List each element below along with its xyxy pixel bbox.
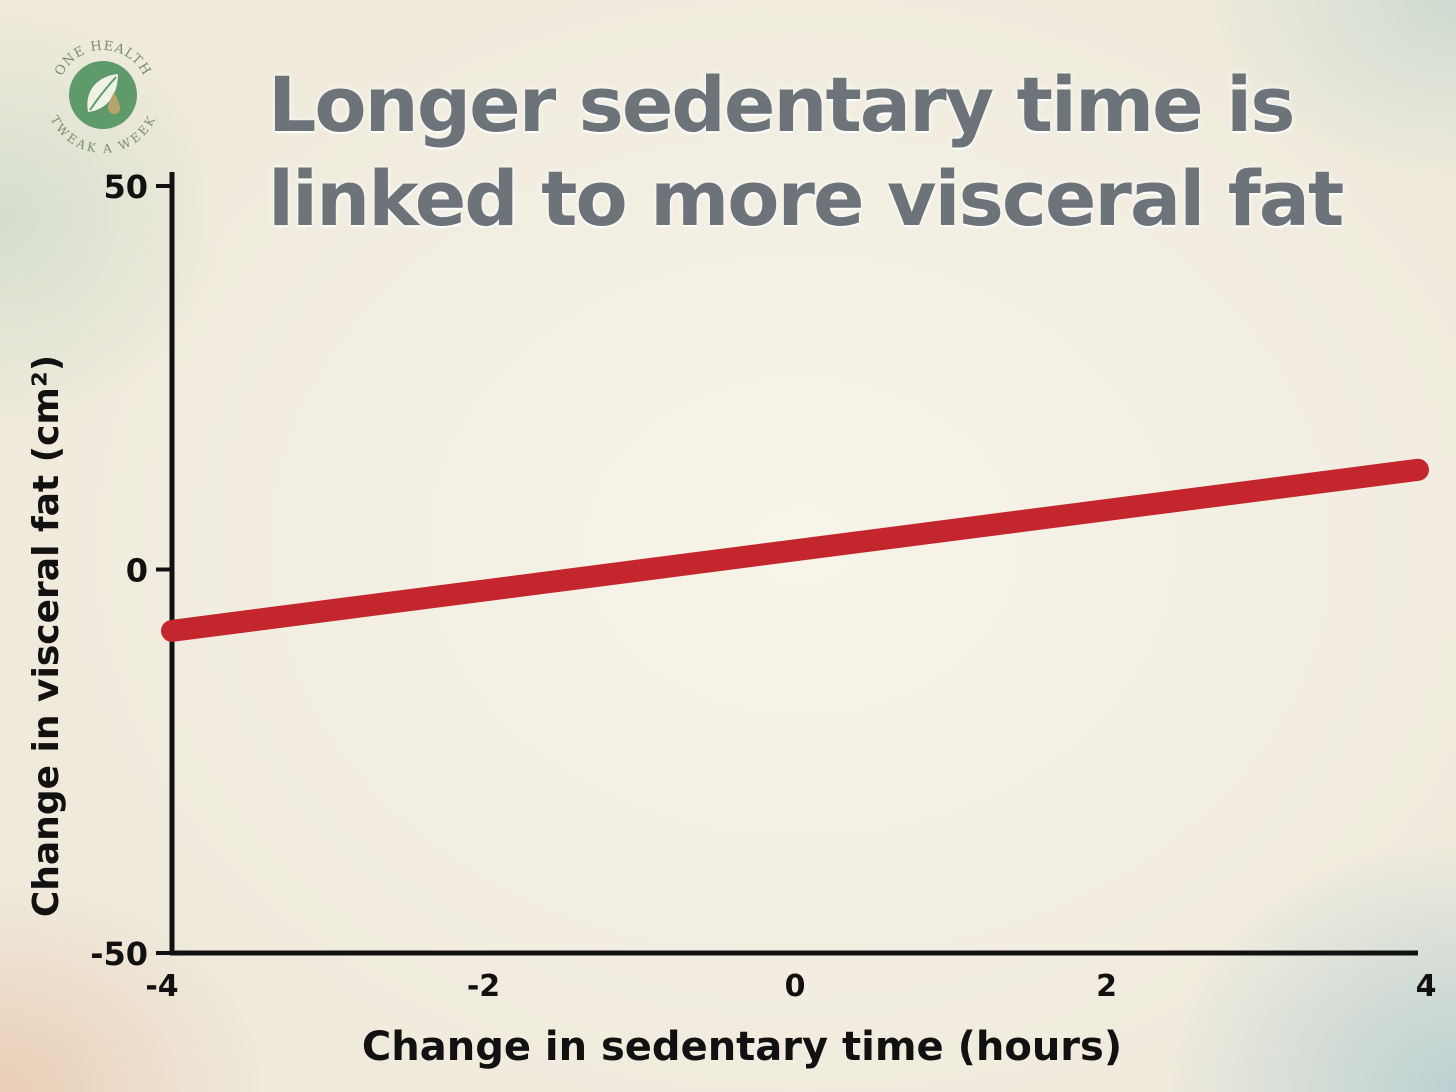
x-tick-label: -2 bbox=[467, 969, 500, 1004]
droplet-icon bbox=[108, 92, 120, 114]
x-tick-label: -4 bbox=[145, 969, 178, 1004]
x-tick-label: 4 bbox=[1416, 969, 1437, 1004]
chart-title-line-2: linked to more visceral fat bbox=[268, 154, 1344, 243]
y-tick-label: 50 bbox=[103, 168, 148, 206]
y-tick-label: -50 bbox=[90, 935, 148, 973]
chart-title-line-1: Longer sedentary time is bbox=[268, 60, 1295, 149]
y-axis-title: Change in visceral fat (cm²) bbox=[26, 355, 67, 917]
one-health-logo: ONE HEALTH TWEAK A WEEK bbox=[47, 39, 157, 156]
x-axis-ticks: -4 -2 0 2 4 bbox=[145, 969, 1436, 1004]
series-layer bbox=[161, 458, 1429, 642]
x-tick-label: 2 bbox=[1096, 969, 1117, 1004]
x-axis-title: Change in sedentary time (hours) bbox=[362, 1024, 1122, 1070]
chart-title: Longer sedentary time is linked to more … bbox=[268, 58, 1368, 246]
y-axis-ticks: 50 0 -50 bbox=[90, 168, 172, 973]
series-line bbox=[161, 458, 1429, 642]
y-tick-label: 0 bbox=[126, 552, 148, 590]
x-tick-label: 0 bbox=[785, 969, 806, 1004]
